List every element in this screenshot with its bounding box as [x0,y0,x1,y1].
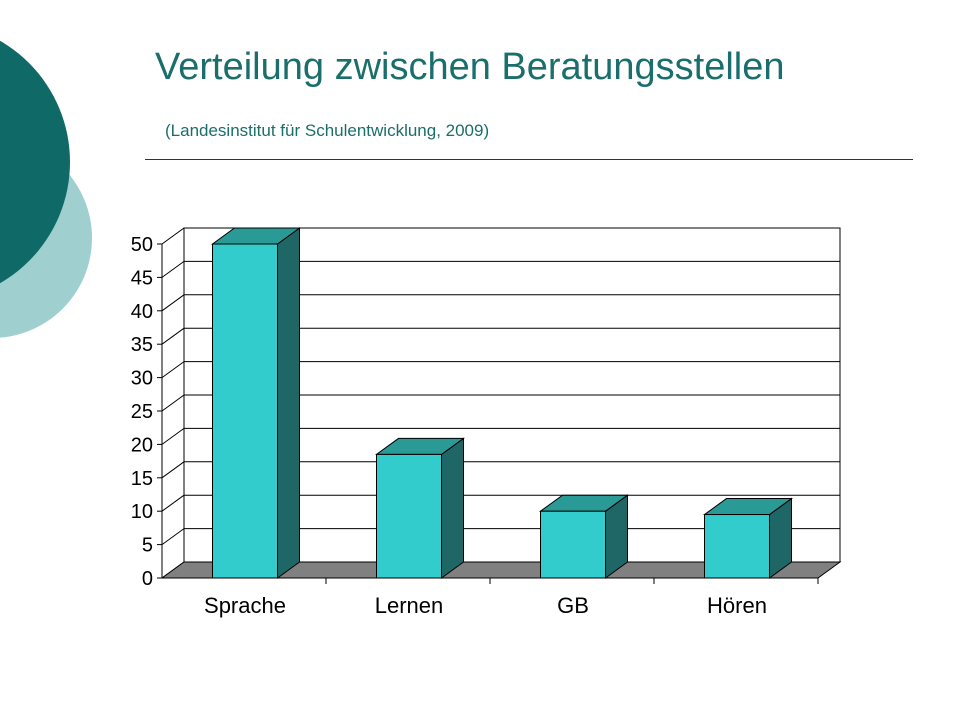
bar [376,453,442,579]
gridline-side [161,361,185,379]
gridline-side [161,227,185,245]
title-divider [145,159,913,160]
decorative-circles [0,40,92,338]
chart-bars [210,227,794,579]
y-tick-label: 45 [131,267,153,289]
gridline-side [161,394,185,412]
y-tick-label: 25 [131,401,153,423]
y-tick-label: 15 [131,468,153,490]
slide-title: Verteilung zwischen Beratungsstellen [155,46,785,88]
gridline-side [161,494,185,512]
bar-side [277,227,300,579]
bar [704,514,770,579]
gridline-side [161,461,185,479]
y-tick-label: 5 [142,535,153,557]
bar [212,243,278,579]
y-tick-label: 10 [131,501,153,523]
gridline-side [161,294,185,312]
gridline-side [161,528,185,546]
x-tick-label: Hören [707,593,767,618]
y-tick-label: 20 [131,434,153,456]
bar [540,510,606,579]
x-tick-label: Sprache [204,593,286,618]
x-tick-label: GB [557,593,589,618]
bar-side [441,437,464,579]
y-tick-label: 50 [131,234,153,256]
y-tick-label: 40 [131,301,153,323]
chart-labels: 0 5 10 15 20 25 30 35 40 45 50 Sprache Lernen GB Hören [131,234,767,618]
gridline-side [161,260,185,278]
gridline-side [161,427,185,445]
deco-circle-dark [0,40,70,284]
gridline-side [161,327,185,345]
y-tick-label: 0 [142,568,153,590]
slide-subtitle: (Landesinstitut für Schulentwicklung, 20… [165,121,490,140]
y-tick-label: 30 [131,368,153,390]
x-tick-label: Lernen [375,593,444,618]
y-tick-label: 35 [131,334,153,356]
